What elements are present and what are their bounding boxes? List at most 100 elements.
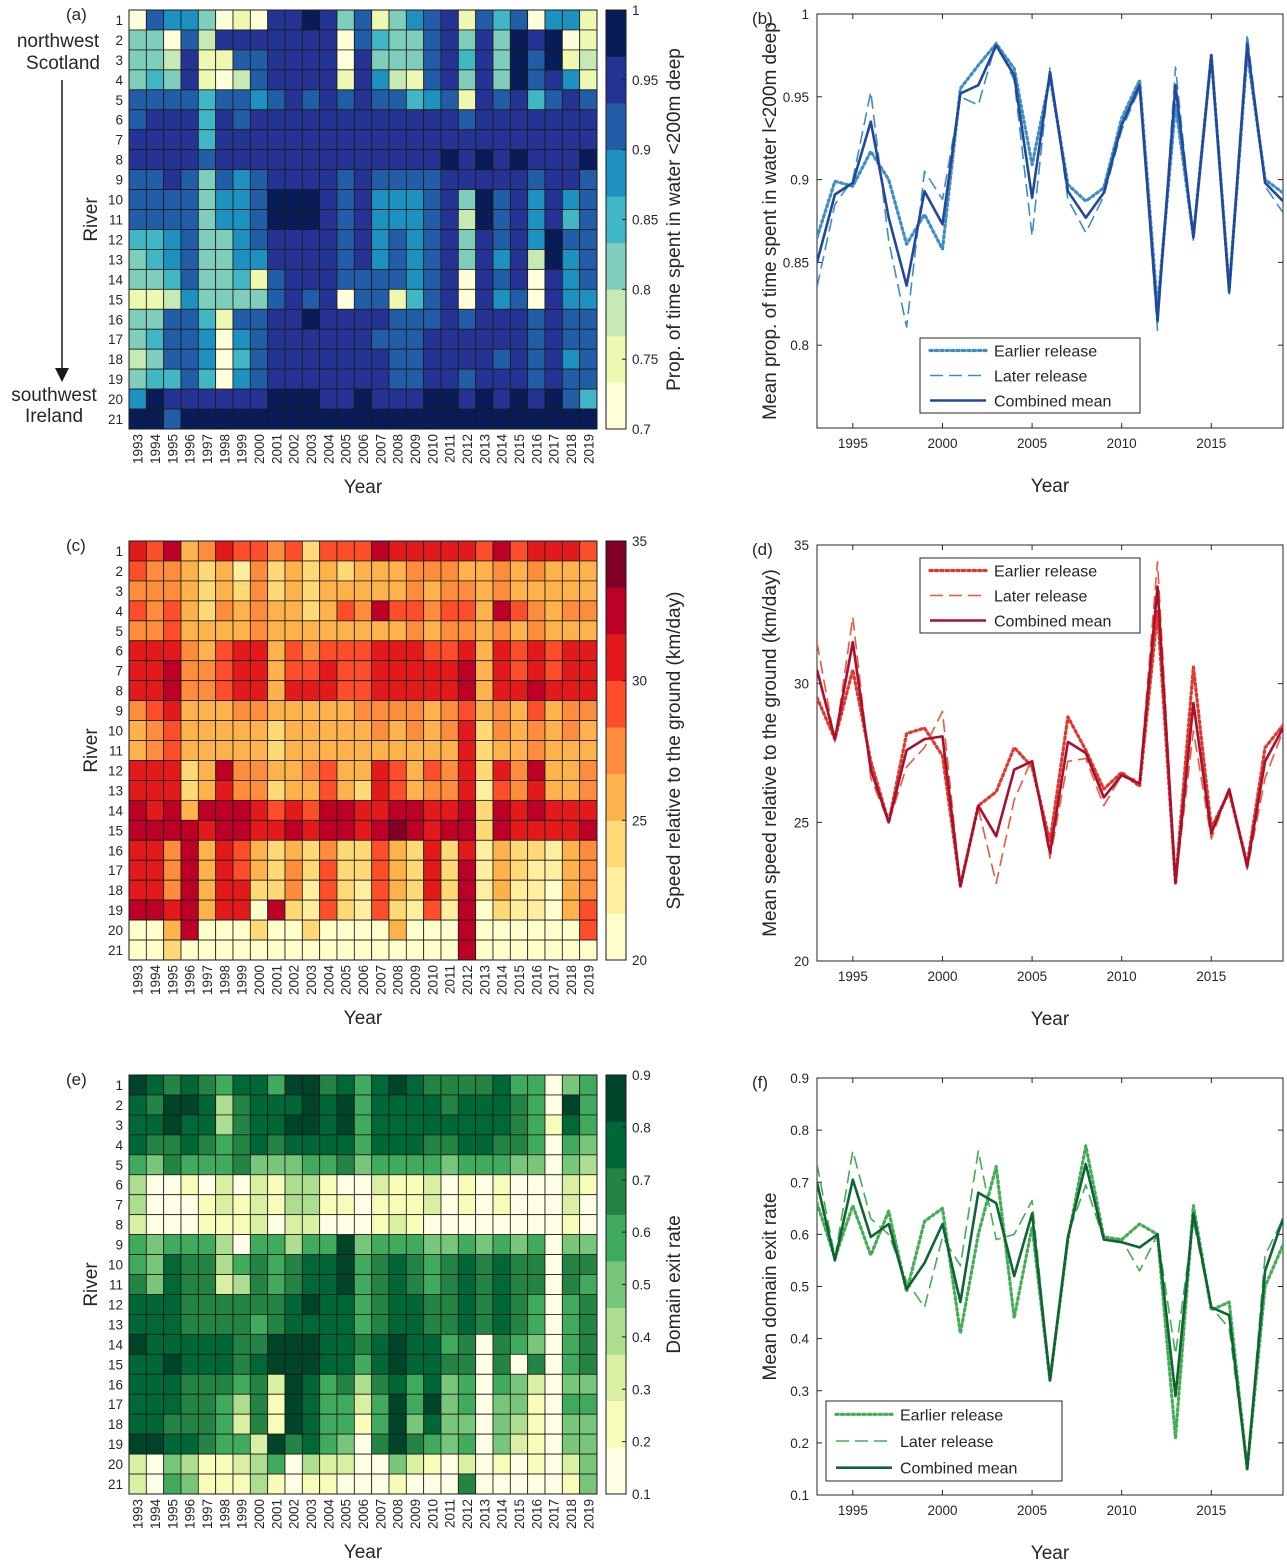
heatmap-cell (145, 169, 165, 190)
heatmap-cell (423, 680, 442, 702)
heatmap-cell (544, 760, 563, 781)
heatmap-cell (232, 760, 251, 781)
heatmap-cell (561, 640, 581, 662)
heatmap-cell (527, 1314, 546, 1335)
heatmap-cell (267, 308, 286, 330)
heatmap-cell (405, 89, 425, 111)
heatmap-cell (405, 1254, 425, 1275)
heatmap-cell (145, 1453, 165, 1475)
heatmap-cell (475, 919, 494, 941)
heatmap-cell (249, 368, 269, 390)
heatmap-cell (544, 620, 563, 642)
heatmap-cell (405, 899, 425, 921)
heatmap-cell (267, 600, 286, 622)
heatmap-cell (197, 29, 217, 51)
heatmap-cell (163, 1413, 182, 1435)
heatmap-cell (388, 819, 407, 841)
heatmap-cell (197, 1174, 217, 1196)
heatmap-cell (232, 839, 251, 861)
heatmap-cell (284, 1274, 303, 1295)
heatmap-cell (353, 1393, 373, 1415)
heatmap-cell (336, 1294, 355, 1315)
colorbar-tick-label: 0.95 (632, 73, 658, 88)
heatmap-cell (388, 288, 407, 310)
heatmap-cell (232, 1074, 251, 1096)
heatmap-cell (353, 1274, 373, 1295)
heatmap-cell (509, 560, 529, 582)
heatmap-cell (249, 839, 269, 861)
heatmap-cell (492, 720, 511, 741)
heatmap-cell (353, 939, 373, 961)
heatmap-cell (544, 1274, 563, 1295)
river-tick-label: 7 (115, 1198, 123, 1213)
heatmap-cell (527, 1214, 546, 1236)
heatmap-cell (561, 1413, 581, 1435)
heatmap-cell (579, 368, 598, 390)
heatmap-cell (371, 660, 390, 682)
heatmap-cell (336, 540, 355, 562)
heatmap-cell (301, 1433, 321, 1455)
heatmap-cell (232, 560, 251, 582)
heatmap-cell (249, 939, 269, 961)
heatmap-cell (527, 1234, 546, 1255)
heatmap-cell (579, 1453, 598, 1475)
heatmap-cell (232, 268, 251, 290)
heatmap-cell (492, 939, 511, 961)
heatmap-cell (284, 700, 303, 721)
year-tick-label: 2008 (391, 434, 406, 464)
heatmap-cell (163, 268, 182, 290)
heatmap-cell (197, 49, 217, 71)
year-tick-label: 2018 (564, 434, 579, 464)
heatmap-cell (284, 388, 303, 410)
heatmap-cell (371, 1194, 390, 1216)
year-tick-label: 2012 (460, 1499, 475, 1529)
heatmap-cell (145, 1134, 165, 1156)
heatmap-cell (232, 1274, 251, 1295)
heatmap-cell (440, 1254, 459, 1275)
heatmap-cell (492, 1214, 511, 1236)
heatmap-cell (215, 1214, 234, 1236)
heatmap-cell (457, 1333, 477, 1355)
heatmap-cell (423, 1353, 442, 1375)
heatmap-cell (423, 1254, 442, 1275)
heatmap-cell (249, 149, 269, 171)
heatmap-cell (215, 879, 234, 901)
heatmap-cell (492, 660, 511, 682)
x-tick-label: 2015 (1196, 969, 1226, 984)
heatmap-cell (145, 560, 165, 582)
heatmap-cell (423, 1314, 442, 1335)
heatmap-cell (457, 799, 477, 821)
heatmap-cell (232, 328, 251, 350)
heatmap-cell (319, 1234, 338, 1255)
heatmap-cell (509, 9, 529, 31)
heatmap-cell (128, 129, 147, 151)
heatmap-cell (284, 1413, 303, 1435)
river-tick-label: 5 (115, 1158, 123, 1173)
heatmap-cell (527, 560, 546, 582)
year-tick-label: 1999 (235, 1499, 250, 1529)
heatmap-cell (319, 780, 338, 801)
heatmap-cell (440, 899, 459, 921)
heatmap-cell (371, 899, 390, 921)
heatmap-cell (215, 760, 234, 781)
heatmap-cell (128, 640, 147, 662)
heatmap-cell (336, 1094, 355, 1116)
heatmap-cell (336, 249, 355, 270)
heatmap-cell (405, 1453, 425, 1475)
heatmap-cell (371, 288, 390, 310)
heatmap-cell (128, 660, 147, 682)
year-tick-label: 2004 (321, 1499, 336, 1530)
heatmap-cell (440, 268, 459, 290)
heatmap-cell (423, 109, 442, 131)
heatmap-cell (561, 189, 581, 210)
heatmap-cell (215, 89, 234, 111)
heatmap-cell (215, 368, 234, 390)
heatmap-cell (353, 1174, 373, 1196)
heatmap-cell (527, 580, 546, 602)
heatmap-ylabel: River (81, 197, 102, 242)
heatmap-cell (423, 540, 442, 562)
heatmap-cell (371, 388, 390, 410)
heatmap-cell (527, 1174, 546, 1196)
